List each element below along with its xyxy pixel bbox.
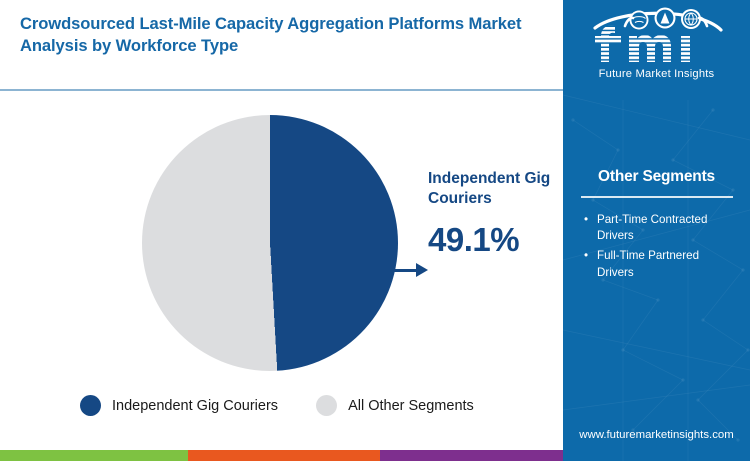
chart-legend: Independent Gig Couriers All Other Segme… — [80, 395, 474, 416]
header: Crowdsourced Last-Mile Capacity Aggregat… — [0, 0, 563, 91]
legend-item-all-other-segments: All Other Segments — [316, 395, 474, 416]
bullet-icon: • — [584, 249, 589, 263]
page-title: Crowdsourced Last-Mile Capacity Aggregat… — [20, 14, 522, 56]
list-item: • Full-Time Partnered Drivers — [584, 248, 736, 281]
panel-network-texture — [563, 94, 750, 461]
brand-tagline: Future Market Insights — [598, 68, 715, 80]
bar-segment-green — [0, 450, 188, 461]
list-item-label: Full-Time Partnered Drivers — [597, 249, 700, 279]
list-item: • Part-Time Contracted Drivers — [584, 212, 736, 245]
callout-label: Independent Gig Couriers — [428, 170, 551, 207]
legend-item-independent-gig-couriers: Independent Gig Couriers — [80, 395, 278, 416]
list-item-label: Part-Time Contracted Drivers — [597, 212, 708, 242]
bullet-icon: • — [584, 212, 589, 226]
other-segments-title: Other Segments — [598, 168, 715, 185]
bottom-color-bar — [0, 450, 563, 461]
callout: Independent Gig Couriers 49.1% — [428, 169, 558, 259]
fmi-logo-icon — [592, 7, 723, 62]
other-segments-divider — [580, 196, 733, 198]
brand-logo: Future Market Insights — [563, 6, 750, 80]
pie-slices — [142, 115, 398, 371]
callout-leader-line — [370, 268, 418, 272]
website-url[interactable]: www.futuremarketinsights.com — [579, 429, 734, 441]
other-segments-card: Other Segments • Part-Time Contracted Dr… — [563, 168, 750, 285]
pie-chart — [142, 115, 398, 371]
chart-area: Independent Gig Couriers 49.1% Independe… — [0, 90, 563, 440]
side-panel: Future Market Insights Other Segments • … — [563, 0, 750, 461]
legend-label: Independent Gig Couriers — [112, 397, 279, 414]
header-divider — [0, 89, 563, 91]
legend-label: All Other Segments — [348, 397, 474, 414]
legend-swatch-icon — [316, 395, 338, 416]
bar-segment-orange — [188, 450, 380, 461]
other-segments-list: • Part-Time Contracted Drivers • Full-Ti… — [563, 212, 750, 282]
callout-arrow-icon — [416, 263, 428, 277]
legend-swatch-icon — [80, 395, 101, 416]
bar-segment-purple — [380, 450, 563, 461]
callout-value: 49.1% — [428, 220, 520, 258]
